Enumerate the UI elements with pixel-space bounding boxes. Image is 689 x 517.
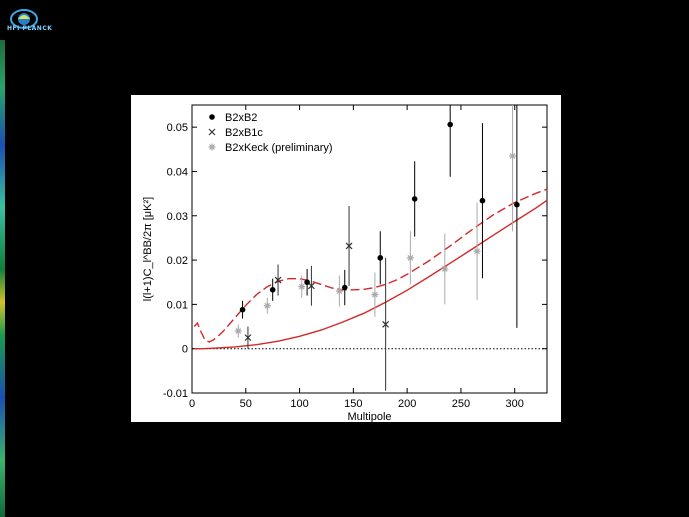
series-asterisk — [234, 105, 517, 338]
data-point-x — [208, 128, 216, 136]
data-point-asterisk — [371, 291, 379, 299]
axes: 0 50 100 150 200 250 300-0.0100.010.020.030.04… — [163, 104, 548, 410]
data-point-dot — [411, 196, 418, 202]
data-point-dot — [209, 114, 215, 120]
bb-power-spectrum-chart: 0 50 100 150 200 250 300-0.0100.010.020.030.04… — [142, 104, 548, 422]
data-point-x — [382, 320, 390, 328]
chart-panel: 0 50 100 150 200 250 300 -0.01 0 0.01 0.02 0.03 0.04… — [131, 95, 561, 422]
data-point-asterisk — [234, 327, 242, 335]
data-point-asterisk — [441, 265, 449, 273]
data-point-x — [274, 276, 282, 284]
y-axis-label: l(l+1)C_l^BB/2π [μK²] — [142, 197, 154, 301]
data-point-dot — [479, 197, 486, 204]
data-point-x — [244, 334, 252, 342]
plot-frame — [191, 104, 548, 394]
planck-logo-icon — [10, 9, 38, 29]
data-point-dot — [514, 201, 520, 208]
data-point-asterisk — [208, 143, 216, 151]
y-tick-label: 0.05 — [167, 122, 188, 134]
data-point-x — [345, 242, 353, 250]
data-point-asterisk — [298, 283, 306, 291]
y-tick-label: 0 — [182, 344, 188, 356]
y-tick-label: 0.02 — [167, 255, 188, 267]
x-tick-label: 300 — [506, 398, 524, 410]
x-tick-label: 100 — [290, 398, 308, 410]
data-point-dot — [239, 306, 246, 313]
planck-hfi-logo — [4, 6, 44, 42]
data-point-asterisk — [335, 287, 343, 295]
x-axis-label: Multipole — [347, 411, 391, 422]
series-dot — [239, 105, 520, 328]
model-curve-solid — [194, 199, 548, 350]
y-tick-label: 0.01 — [167, 299, 188, 311]
data-point-dot — [341, 284, 348, 291]
legend-entry-label: B2xKeck (preliminary) — [225, 142, 333, 154]
data-point-dot — [269, 286, 276, 293]
data-point-asterisk — [509, 152, 517, 160]
model-curve-dashed — [193, 188, 548, 343]
x-tick-label: 50 — [240, 398, 252, 410]
x-tick-label: 200 — [398, 398, 416, 410]
data-point-asterisk — [473, 247, 481, 255]
data-point-dot — [377, 255, 384, 261]
logo-text: HFI PLANCK — [7, 25, 53, 32]
side-color-strip — [0, 40, 5, 517]
data-point-dot — [447, 121, 453, 128]
legend-entry-label: B2xB1c — [225, 127, 263, 139]
data-point-asterisk — [406, 254, 414, 262]
legend-entry-label: B2xB2 — [225, 112, 257, 124]
data-point-dot — [304, 279, 310, 286]
data-points — [234, 105, 520, 391]
model-curves — [193, 188, 548, 350]
y-tick-label: -0.01 — [163, 388, 188, 400]
x-tick-label: 250 — [452, 398, 470, 410]
data-point-asterisk — [263, 302, 271, 310]
y-tick-label: 0.04 — [167, 166, 188, 178]
x-tick-label: 0 — [189, 398, 195, 410]
x-tick-label: 150 — [344, 398, 362, 410]
series-x — [244, 206, 390, 391]
legend: B2xB2 B2xB1c B2xKeck (preliminary) — [208, 112, 333, 154]
y-tick-label: 0.03 — [167, 211, 188, 223]
